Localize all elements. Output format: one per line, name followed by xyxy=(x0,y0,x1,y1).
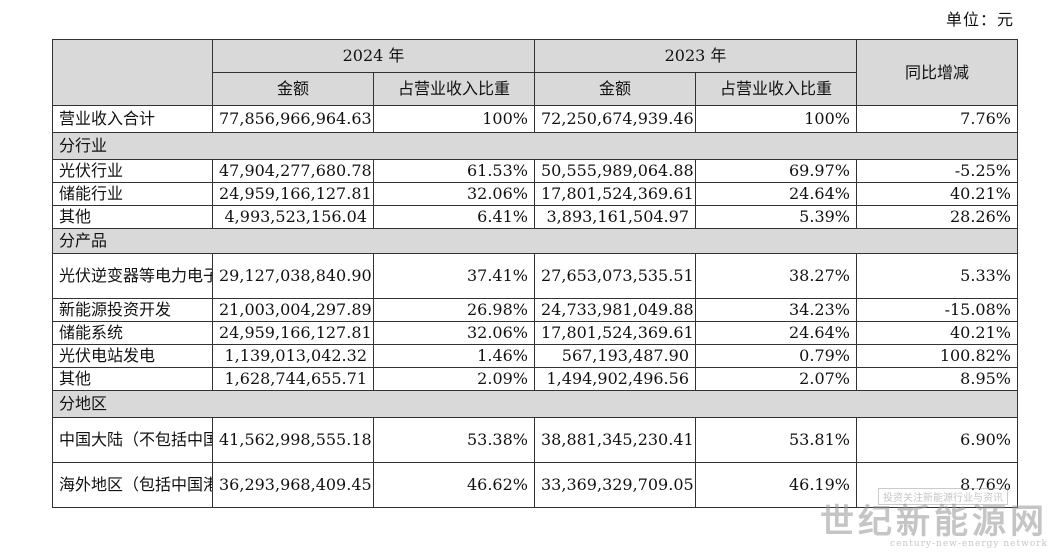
section-title: 分行业 xyxy=(52,132,1018,160)
table-row: 新能源投资开发 21,003,004,297.89 26.98% 24,733,… xyxy=(52,298,1018,322)
row-label: 光伏逆变器等电力电子转换设备 xyxy=(52,253,213,299)
row-label: 中国大陆（不包括中国港澳台） xyxy=(52,417,213,463)
yoy-change: 40.21% xyxy=(856,182,1018,206)
share-2023: 5.39% xyxy=(695,205,857,229)
row-label: 光伏行业 xyxy=(52,159,213,183)
table-row: 中国大陆（不包括中国港澳台） 41,562,998,555.18 53.38% … xyxy=(52,417,1018,463)
amount-2024: 24,959,166,127.81 xyxy=(212,182,374,206)
amount-2023: 17,801,524,369.61 xyxy=(534,321,696,345)
section-region: 分地区 xyxy=(52,390,1018,418)
section-product: 分产品 xyxy=(52,228,1018,254)
share-2024: 32.06% xyxy=(373,182,535,206)
row-label: 其他 xyxy=(52,367,213,391)
table-row: 储能系统 24,959,166,127.81 32.06% 17,801,524… xyxy=(52,321,1018,345)
row-label: 储能行业 xyxy=(52,182,213,206)
amount-2023: 38,881,345,230.41 xyxy=(534,417,696,463)
total-label: 营业收入合计 xyxy=(52,105,213,133)
amount-2023: 27,653,073,535.51 xyxy=(534,253,696,299)
share-2024: 37.41% xyxy=(373,253,535,299)
header-amount-2024: 金额 xyxy=(212,72,374,106)
header-year-2024: 2024 年 xyxy=(212,39,535,73)
header-yoy: 同比增减 xyxy=(856,39,1018,106)
amount-2024: 36,293,968,409.45 xyxy=(212,462,374,508)
table-row: 储能行业 24,959,166,127.81 32.06% 17,801,524… xyxy=(52,182,1018,206)
amount-2024: 1,139,013,042.32 xyxy=(212,344,374,368)
yoy-change: 40.21% xyxy=(856,321,1018,345)
header-year-2023: 2023 年 xyxy=(534,39,857,73)
share-2024: 61.53% xyxy=(373,159,535,183)
amount-2023: 24,733,981,049.88 xyxy=(534,298,696,322)
share-2023: 2.07% xyxy=(695,367,857,391)
row-label: 海外地区（包括中国港澳台） xyxy=(52,462,213,508)
yoy-change: -5.25% xyxy=(856,159,1018,183)
amount-2024: 24,959,166,127.81 xyxy=(212,321,374,345)
header-share-2024: 占营业收入比重 xyxy=(373,72,535,106)
yoy-change: 28.26% xyxy=(856,205,1018,229)
section-title: 分产品 xyxy=(52,228,1018,254)
row-label: 新能源投资开发 xyxy=(52,298,213,322)
yoy-change: 8.76% xyxy=(856,462,1018,508)
table-row: 光伏行业 47,904,277,680.78 61.53% 50,555,989… xyxy=(52,159,1018,183)
total-amount-2024: 77,856,966,964.63 xyxy=(212,105,374,133)
amount-2024: 4,993,523,156.04 xyxy=(212,205,374,229)
header-row-years: 2024 年 2023 年 同比增减 xyxy=(52,39,1018,106)
amount-2023: 1,494,902,496.56 xyxy=(534,367,696,391)
header-blank-cell xyxy=(52,39,213,106)
share-2023: 46.19% xyxy=(695,462,857,508)
unit-label: 单位：元 xyxy=(945,10,1014,29)
table-row: 其他 1,628,744,655.71 2.09% 1,494,902,496.… xyxy=(52,367,1018,391)
amount-2024: 21,003,004,297.89 xyxy=(212,298,374,322)
table-row: 海外地区（包括中国港澳台） 36,293,968,409.45 46.62% 3… xyxy=(52,462,1018,508)
yoy-change: 100.82% xyxy=(856,344,1018,368)
header-share-2023: 占营业收入比重 xyxy=(695,72,857,106)
yoy-change: -15.08% xyxy=(856,298,1018,322)
header-row-columns: 金额 占营业收入比重 金额 占营业收入比重 xyxy=(53,72,1018,106)
share-2023: 24.64% xyxy=(695,182,857,206)
total-yoy: 7.76% xyxy=(856,105,1018,133)
amount-2023: 3,893,161,504.97 xyxy=(534,205,696,229)
share-2023: 69.97% xyxy=(695,159,857,183)
watermark-sub-text: century-new-energy network xyxy=(890,539,1048,549)
row-label: 其他 xyxy=(52,205,213,229)
share-2024: 26.98% xyxy=(373,298,535,322)
amount-2024: 47,904,277,680.78 xyxy=(212,159,374,183)
amount-2024: 41,562,998,555.18 xyxy=(212,417,374,463)
row-label: 储能系统 xyxy=(52,321,213,345)
amount-2023: 567,193,487.90 xyxy=(534,344,696,368)
section-title: 分地区 xyxy=(52,390,1018,418)
total-row: 营业收入合计 77,856,966,964.63 100% 72,250,674… xyxy=(52,105,1018,133)
share-2024: 32.06% xyxy=(373,321,535,345)
table-row: 光伏电站发电 1,139,013,042.32 1.46% 567,193,48… xyxy=(52,344,1018,368)
share-2023: 38.27% xyxy=(695,253,857,299)
total-share-2024: 100% xyxy=(373,105,535,133)
table-row: 光伏逆变器等电力电子转换设备 29,127,038,840.90 37.41% … xyxy=(52,253,1018,299)
amount-2024: 29,127,038,840.90 xyxy=(212,253,374,299)
amount-2023: 33,369,329,709.05 xyxy=(534,462,696,508)
share-2024: 6.41% xyxy=(373,205,535,229)
row-label: 光伏电站发电 xyxy=(52,344,213,368)
share-2024: 2.09% xyxy=(373,367,535,391)
yoy-change: 6.90% xyxy=(856,417,1018,463)
watermark-main-text: 世纪新能源网 xyxy=(820,502,1048,542)
share-2023: 24.64% xyxy=(695,321,857,345)
share-2024: 53.38% xyxy=(373,417,535,463)
amount-2023: 17,801,524,369.61 xyxy=(534,182,696,206)
share-2024: 46.62% xyxy=(373,462,535,508)
revenue-table: 2024 年 2023 年 同比增减 金额 占营业收入比重 金额 占营业收入比重… xyxy=(52,39,1018,508)
share-2024: 1.46% xyxy=(373,344,535,368)
header-amount-2023: 金额 xyxy=(534,72,696,106)
amount-2023: 50,555,989,064.88 xyxy=(534,159,696,183)
total-amount-2023: 72,250,674,939.46 xyxy=(534,105,696,133)
yoy-change: 8.95% xyxy=(856,367,1018,391)
yoy-change: 5.33% xyxy=(856,253,1018,299)
share-2023: 0.79% xyxy=(695,344,857,368)
section-industry: 分行业 xyxy=(52,132,1018,160)
share-2023: 53.81% xyxy=(695,417,857,463)
table-row: 其他 4,993,523,156.04 6.41% 3,893,161,504.… xyxy=(52,205,1018,229)
amount-2024: 1,628,744,655.71 xyxy=(212,367,374,391)
share-2023: 34.23% xyxy=(695,298,857,322)
total-share-2023: 100% xyxy=(695,105,857,133)
